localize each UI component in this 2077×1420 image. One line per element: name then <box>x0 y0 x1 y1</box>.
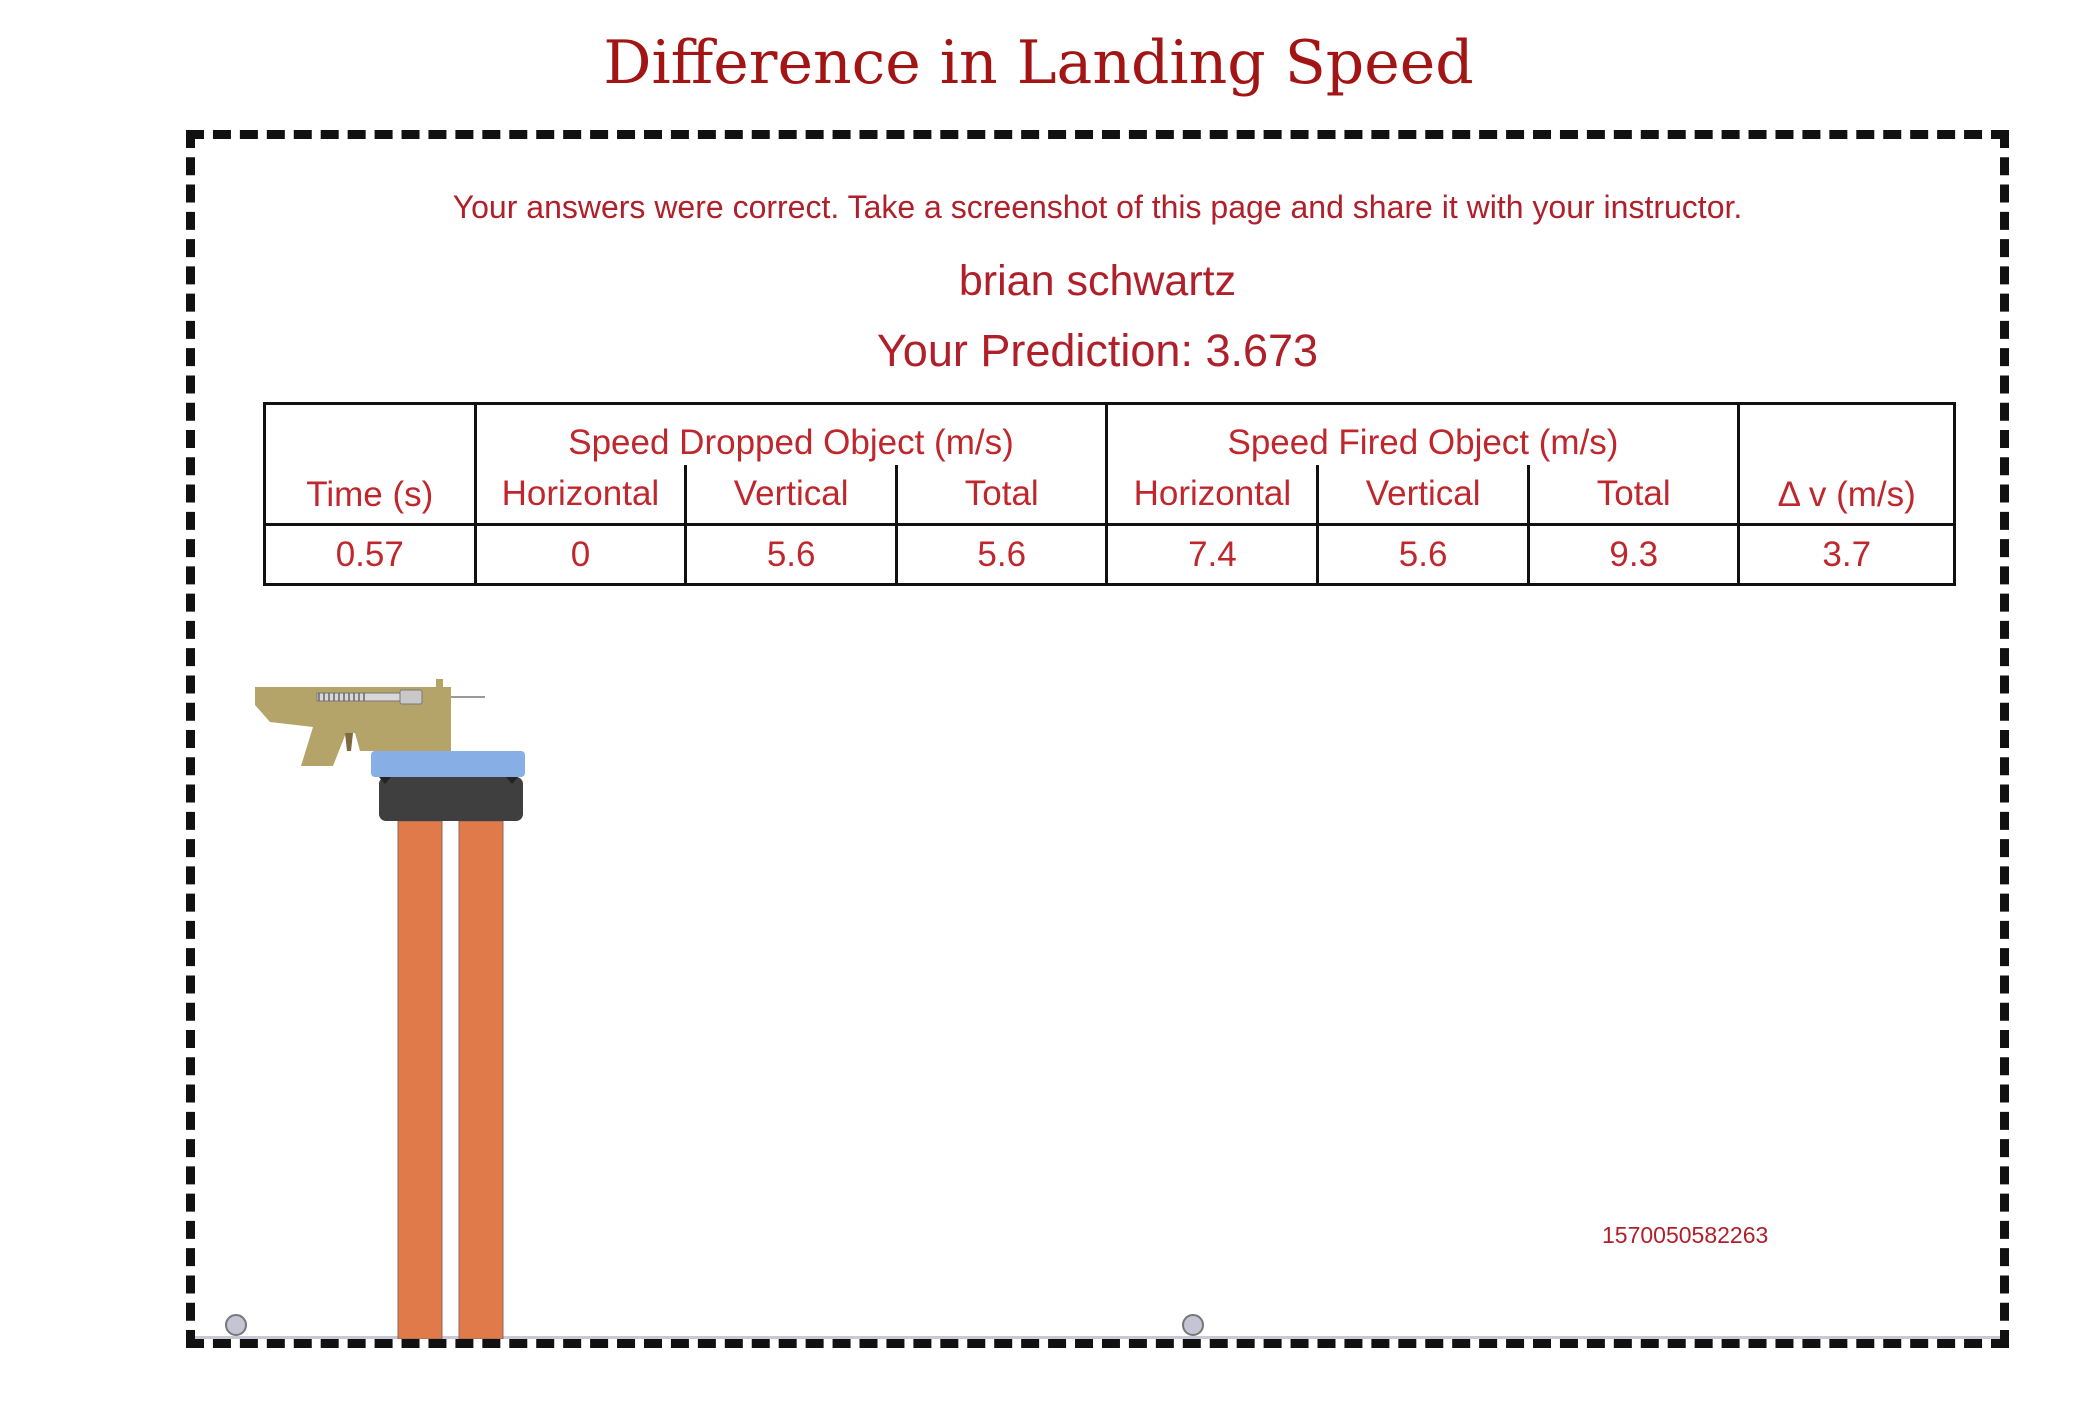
table-row: 0.57 0 5.6 5.6 7.4 5.6 9.3 3.7 <box>263 523 1956 586</box>
header-group-fired: Speed Fired Object (m/s) <box>1106 402 1741 465</box>
page-title: Difference in Landing Speed <box>603 28 1474 98</box>
launcher-platform <box>371 751 525 777</box>
header-fired-horizontal: Horizontal <box>1133 474 1292 513</box>
prediction-value: Your Prediction: 3.673 <box>876 325 1319 376</box>
results-table: Time (s) Speed Dropped Object (m/s) Spee… <box>263 402 1956 586</box>
header-group-dropped: Speed Dropped Object (m/s) <box>475 402 1109 465</box>
cell-fired-total: 9.3 <box>1528 523 1741 586</box>
simulation-canvas <box>195 679 2000 1339</box>
cell-dropped-horizontal: 0 <box>475 523 688 586</box>
cell-dropped-total: 5.6 <box>896 523 1109 586</box>
header-fired-vertical: Vertical <box>1316 465 1529 525</box>
cell-delta-v: 3.7 <box>1738 523 1956 586</box>
simulation-frame: Your answers were correct. Take a screen… <box>186 130 2009 1348</box>
cell-fired-vertical: 5.6 <box>1317 523 1530 586</box>
header-time: Time (s) <box>263 402 477 525</box>
simulation-id: 1570050582263 <box>1602 1222 1769 1248</box>
launcher-piston <box>399 689 423 705</box>
cell-dropped-vertical: 5.6 <box>685 523 898 586</box>
stand-leg-left <box>397 820 443 1339</box>
stand-leg-right <box>458 820 504 1339</box>
header-dropped-vertical: Vertical <box>684 465 897 525</box>
dropped-ball <box>225 1314 247 1336</box>
fired-ball <box>1182 1314 1204 1336</box>
student-name: brian schwartz <box>958 257 1237 305</box>
ground-line <box>195 1336 2000 1339</box>
cell-time: 0.57 <box>263 523 477 586</box>
header-delta-v: Δ v (m/s) <box>1738 402 1956 525</box>
platform-foot-right <box>506 777 518 784</box>
platform-foot-left <box>379 777 391 784</box>
stand-clamp <box>379 777 523 821</box>
header-dropped-total: Total <box>894 465 1109 525</box>
header-fired-total: Total <box>1526 465 1741 525</box>
launcher-trigger <box>345 733 353 751</box>
launcher-spring-coils <box>318 693 365 701</box>
result-message: Your answers were correct. Take a screen… <box>452 189 1743 225</box>
header-dropped-horizontal: Horizontal <box>501 474 660 513</box>
cell-fired-horizontal: 7.4 <box>1106 523 1320 586</box>
